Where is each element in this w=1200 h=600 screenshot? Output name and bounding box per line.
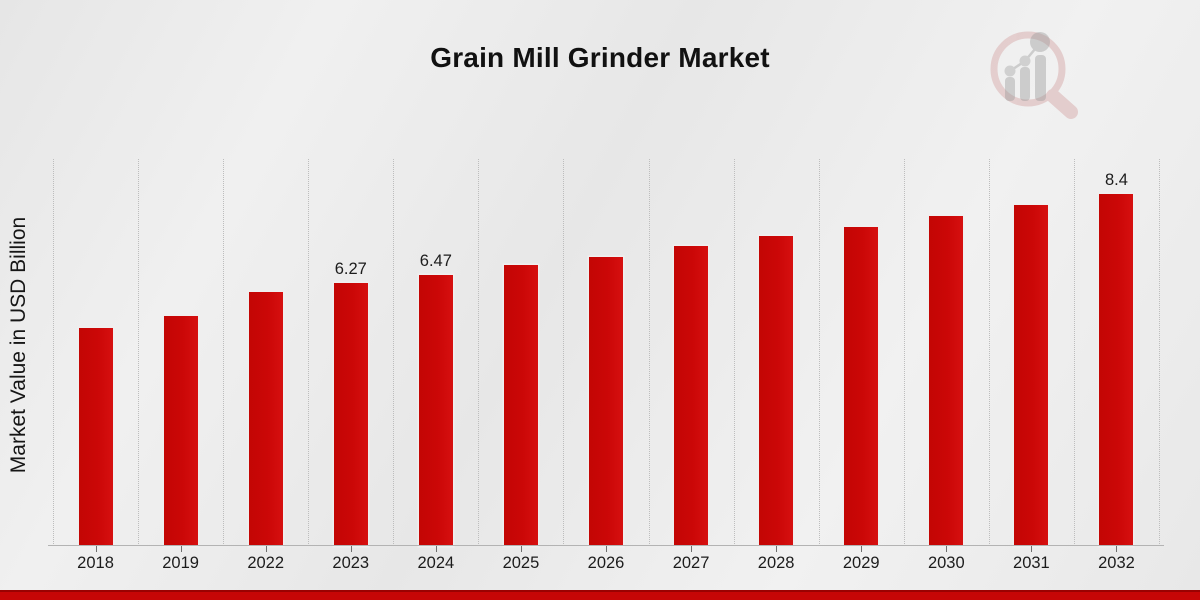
bar-value-label-2023: 6.27	[334, 260, 367, 279]
chart-title: Grain Mill Grinder Market	[430, 42, 770, 73]
grid-line	[733, 159, 735, 546]
x-tick-label-2026: 2026	[587, 554, 625, 572]
grid-line	[393, 159, 395, 546]
bar-trend-icon	[1004, 32, 1050, 101]
footer-accent-strip	[0, 590, 1200, 600]
x-axis-line	[48, 545, 1164, 546]
bar-2030	[929, 216, 964, 546]
x-tick-label-2031: 2031	[1013, 554, 1050, 572]
x-tick-label-2030: 2030	[927, 554, 965, 572]
grid-line	[988, 159, 990, 546]
grid-line	[53, 159, 54, 546]
grid-line	[308, 159, 310, 546]
grid-line	[903, 159, 905, 546]
bar-2031	[1014, 205, 1049, 546]
x-axis-tick	[95, 546, 97, 552]
bar-2026	[589, 257, 623, 546]
y-axis-label: Market Value in USD Billion	[7, 216, 30, 474]
x-axis-tick	[691, 546, 693, 552]
bar-2022	[248, 292, 283, 546]
x-tick-label-2019: 2019	[162, 554, 199, 572]
bar-value-label-2032: 8.4	[1104, 171, 1128, 190]
bar-2032	[1099, 194, 1134, 546]
bar-2024	[418, 275, 453, 546]
x-tick-label-2023: 2023	[332, 554, 370, 572]
grid-line	[648, 159, 650, 546]
x-tick-label-2028: 2028	[757, 554, 795, 572]
x-axis-tick	[180, 546, 182, 552]
x-axis-tick	[435, 546, 437, 552]
bar-2028	[759, 236, 794, 546]
grid-line	[223, 159, 225, 546]
x-axis-tick	[520, 546, 522, 552]
bar-value-label-2024: 6.47	[419, 252, 452, 271]
x-axis-tick	[265, 546, 267, 552]
grid-line	[1073, 159, 1075, 546]
bar-2025	[503, 265, 538, 546]
bar-2027	[674, 246, 709, 546]
bar-2023	[333, 283, 368, 546]
x-axis-tick	[1031, 546, 1033, 552]
bar-2019	[163, 315, 198, 546]
x-axis-tick	[606, 546, 607, 552]
x-tick-label-2018: 2018	[77, 554, 114, 572]
x-tick-label-2027: 2027	[672, 554, 710, 572]
market-research-future-logo-watermark	[990, 31, 1078, 119]
x-axis-tick	[861, 546, 863, 552]
grid-line	[563, 159, 565, 546]
bar-2018	[78, 328, 113, 546]
grid-line	[478, 159, 480, 546]
x-tick-label-2029: 2029	[842, 554, 880, 572]
x-tick-label-2025: 2025	[502, 554, 540, 572]
x-tick-label-2022: 2022	[247, 554, 285, 572]
x-axis-tick	[350, 546, 352, 552]
grid-line	[138, 159, 140, 546]
magnifier-icon	[990, 31, 1078, 119]
grid-line	[818, 159, 820, 546]
x-axis-tick	[946, 546, 948, 552]
plot-area: 6.27 6.47 8.4	[53, 159, 1160, 546]
x-axis-tick	[1116, 546, 1118, 552]
bar-2029	[844, 226, 879, 546]
x-tick-label-2024: 2024	[417, 554, 455, 572]
x-tick-label-2032: 2032	[1098, 554, 1135, 572]
x-axis-tick	[776, 546, 778, 552]
grid-line	[1159, 159, 1160, 546]
